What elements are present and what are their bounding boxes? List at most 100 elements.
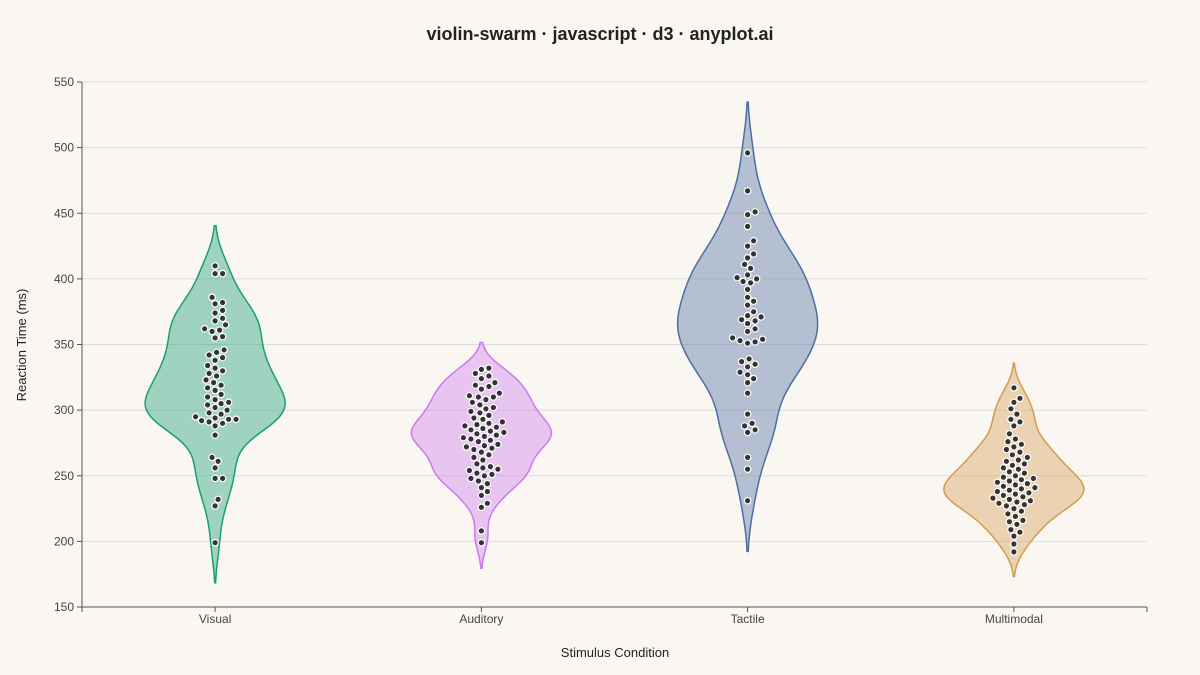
chart-title: violin-swarm · javascript · d3 · anyplot… xyxy=(426,24,773,44)
data-point-multimodal xyxy=(1010,540,1018,548)
data-point-tactile xyxy=(743,271,752,279)
data-point-auditory xyxy=(477,374,486,383)
data-point-multimodal xyxy=(1008,461,1017,470)
data-point-visual xyxy=(218,332,227,341)
data-point-multimodal xyxy=(1004,509,1012,518)
data-point-tactile xyxy=(736,336,744,345)
data-point-auditory xyxy=(477,538,486,547)
data-point-multimodal xyxy=(999,491,1008,500)
data-point-multimodal xyxy=(999,464,1008,472)
data-point-auditory xyxy=(485,372,493,380)
data-point-tactile xyxy=(749,297,758,306)
data-point-tactile xyxy=(751,360,759,369)
data-point-multimodal xyxy=(1005,467,1014,476)
data-point-auditory xyxy=(467,407,475,416)
data-point-auditory xyxy=(477,527,486,535)
data-point-tactile xyxy=(749,307,758,316)
data-point-auditory xyxy=(470,414,478,422)
data-point-visual xyxy=(217,410,225,418)
data-point-auditory xyxy=(495,389,504,397)
data-point-tactile xyxy=(745,355,753,363)
data-point-visual xyxy=(224,415,233,424)
data-point-multimodal xyxy=(1010,398,1018,407)
data-point-visual xyxy=(211,309,219,317)
data-point-auditory xyxy=(486,427,495,435)
data-point-auditory xyxy=(482,404,490,413)
data-point-auditory xyxy=(494,465,502,474)
data-point-visual xyxy=(208,453,216,462)
x-tick-label: Tactile xyxy=(731,612,765,626)
data-point-auditory xyxy=(488,444,496,453)
data-point-auditory xyxy=(492,431,501,439)
data-point-multimodal xyxy=(1005,517,1014,526)
data-point-multimodal xyxy=(1031,483,1039,492)
data-point-multimodal xyxy=(1016,448,1024,456)
data-point-tactile xyxy=(743,428,752,437)
data-point-visual xyxy=(218,306,227,315)
data-point-visual xyxy=(221,320,230,329)
data-point-multimodal xyxy=(1007,525,1015,534)
data-point-auditory xyxy=(479,415,487,424)
data-point-visual xyxy=(211,414,219,422)
data-point-multimodal xyxy=(1005,477,1014,485)
data-point-auditory xyxy=(480,432,489,441)
data-point-multimodal xyxy=(1010,443,1018,451)
data-point-visual xyxy=(211,334,219,342)
data-point-visual xyxy=(220,345,228,354)
data-point-multimodal xyxy=(1002,502,1011,510)
data-point-tactile xyxy=(743,254,752,262)
data-point-tactile xyxy=(751,425,759,434)
data-point-visual xyxy=(232,415,240,424)
data-point-multimodal xyxy=(1004,437,1012,446)
data-point-tactile xyxy=(743,222,752,231)
data-point-tactile xyxy=(751,317,759,325)
data-point-auditory xyxy=(477,483,486,492)
data-point-multimodal xyxy=(1010,532,1018,540)
data-point-auditory xyxy=(474,393,483,401)
data-point-visual xyxy=(218,474,227,483)
data-point-tactile xyxy=(758,335,767,344)
data-point-visual xyxy=(211,395,219,404)
data-point-tactile xyxy=(746,278,755,287)
data-point-visual xyxy=(211,364,219,372)
data-point-visual xyxy=(218,314,227,323)
data-point-auditory xyxy=(486,436,495,445)
y-tick-label: 500 xyxy=(54,141,74,155)
data-point-multimodal xyxy=(1013,410,1021,418)
data-point-auditory xyxy=(477,385,486,393)
data-point-auditory xyxy=(480,441,489,450)
data-point-auditory xyxy=(471,369,480,378)
data-point-auditory xyxy=(483,487,492,496)
x-tick-label: Multimodal xyxy=(985,612,1043,626)
data-point-auditory xyxy=(470,453,478,462)
data-point-tactile xyxy=(728,334,737,342)
data-point-tactile xyxy=(743,327,752,336)
data-point-auditory xyxy=(479,424,487,433)
data-point-tactile xyxy=(737,357,746,366)
data-point-tactile xyxy=(743,311,752,320)
data-point-tactile xyxy=(743,370,752,379)
data-point-auditory xyxy=(473,429,481,438)
data-point-auditory xyxy=(477,365,486,374)
data-point-multimodal xyxy=(1016,418,1024,426)
data-point-auditory xyxy=(491,378,499,387)
data-point-visual xyxy=(197,416,206,425)
y-tick-label: 350 xyxy=(54,338,74,352)
data-point-visual xyxy=(211,403,219,412)
data-point-visual xyxy=(205,351,213,359)
data-point-tactile xyxy=(749,374,758,383)
data-point-auditory xyxy=(473,460,481,468)
data-point-visual xyxy=(208,327,216,336)
data-point-multimodal xyxy=(1019,492,1027,501)
data-point-auditory xyxy=(498,418,507,426)
data-point-multimodal xyxy=(1008,450,1017,459)
data-point-auditory xyxy=(468,398,477,407)
data-point-auditory xyxy=(479,456,487,464)
data-point-tactile xyxy=(748,419,756,428)
data-point-multimodal xyxy=(999,473,1008,481)
x-axis-label: Stimulus Condition xyxy=(561,645,669,660)
data-point-visual xyxy=(217,390,225,399)
data-point-multimodal xyxy=(1002,445,1011,454)
data-point-visual xyxy=(211,299,219,308)
data-point-multimodal xyxy=(1016,528,1024,537)
